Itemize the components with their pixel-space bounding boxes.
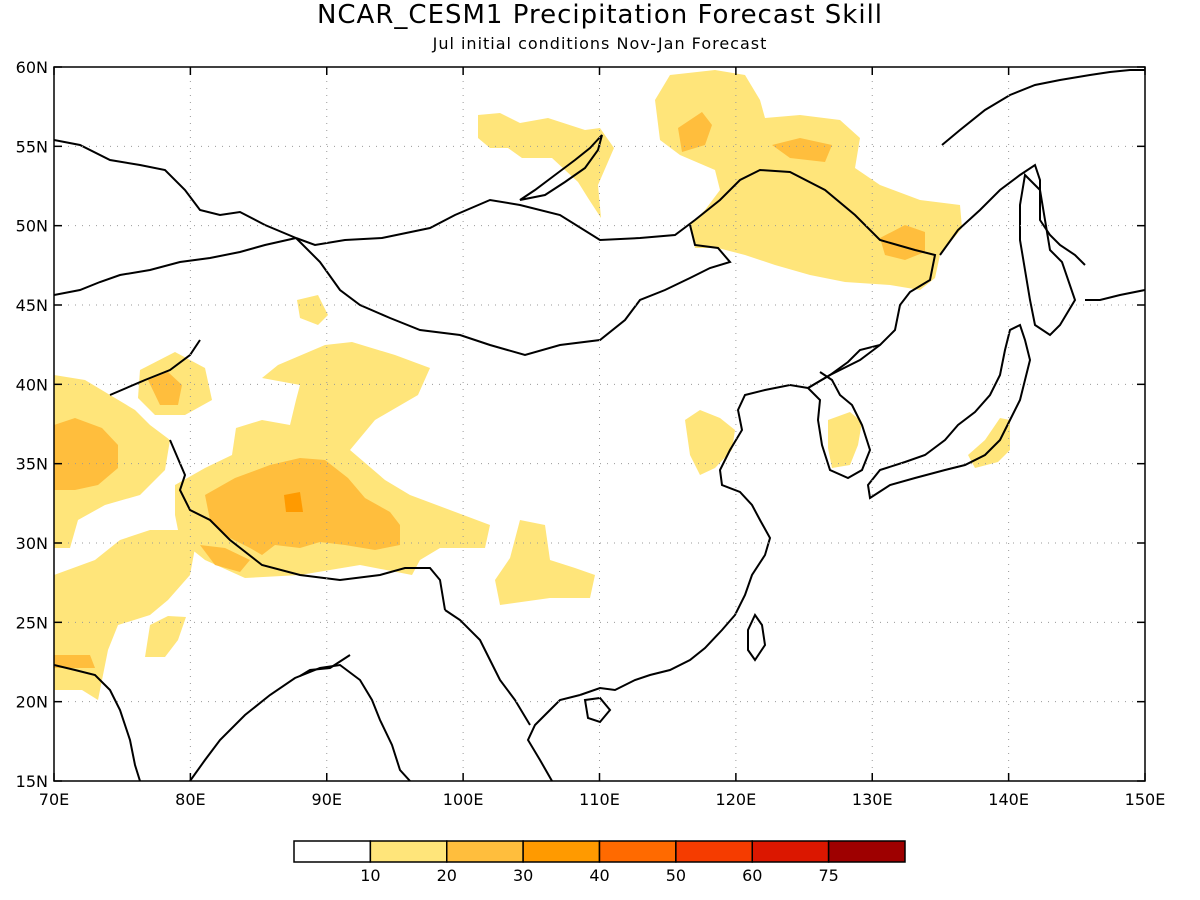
- colorbar-label: 30: [513, 866, 533, 885]
- skill-30-40-regions: [284, 492, 303, 512]
- map-gridlines: [54, 67, 1145, 781]
- colorbar-label: 60: [742, 866, 762, 885]
- korea-east-border: [807, 344, 881, 389]
- okhotsk-coast: [941, 69, 1145, 146]
- skill-20-30-northeast-2: [772, 138, 832, 162]
- colorbar-swatch: [675, 840, 753, 863]
- shading-north: [478, 113, 614, 218]
- pakistan-border: [109, 339, 201, 396]
- lat-axis: 60N 55N 50N 45N 40N 35N 30N 25N 20N 15N: [16, 58, 1145, 791]
- taiwan-island: [747, 613, 767, 662]
- russia-coast: [939, 163, 1086, 266]
- lon-axis: 70E 80E 90E 100E 110E 120E 130E 140E 150E: [39, 67, 1166, 809]
- shading-sichuan: [495, 520, 595, 605]
- indochina-coast: [526, 694, 581, 781]
- shading-mid: [297, 295, 328, 325]
- colorbar: 10 20 30 40 50 60 75: [293, 840, 906, 885]
- lon-tick-label: 90E: [312, 790, 342, 809]
- india-coast: [54, 664, 141, 781]
- lat-tick-label: 60N: [16, 58, 48, 77]
- colorbar-swatch: [446, 840, 524, 863]
- lon-tick-label: 110E: [579, 790, 620, 809]
- lat-tick-label: 35N: [16, 455, 48, 474]
- shading-korea: [828, 412, 862, 468]
- lon-tick-label: 80E: [175, 790, 205, 809]
- kamchatka-coast: [1085, 289, 1145, 301]
- shading-northeast: [655, 70, 962, 290]
- coastlines: [54, 69, 1145, 781]
- lat-tick-label: 50N: [16, 217, 48, 236]
- colorbar-label: 40: [589, 866, 609, 885]
- lon-tick-label: 130E: [852, 790, 893, 809]
- skill-20-30-tibet: [205, 458, 400, 555]
- colorbar-swatch: [827, 840, 906, 863]
- china-border: [295, 168, 937, 389]
- southeast-asia-border: [444, 609, 531, 726]
- lon-tick-label: 100E: [443, 790, 484, 809]
- sakhalin-coast: [1019, 172, 1077, 337]
- lat-tick-label: 40N: [16, 375, 48, 394]
- myanmar-border: [299, 654, 351, 677]
- lat-tick-label: 45N: [16, 296, 48, 315]
- kazakh-north: [54, 139, 297, 239]
- skill-20-30-himalaya: [200, 545, 250, 572]
- bay-of-bengal: [189, 663, 411, 781]
- skill-20-30-west: [54, 418, 118, 490]
- skill-20-30-regions: [54, 112, 925, 668]
- shading-shandong: [685, 410, 735, 475]
- colorbar-swatch: [598, 840, 677, 863]
- shading-india-spot: [145, 616, 186, 657]
- hainan-island: [583, 696, 612, 724]
- lon-tick-label: 150E: [1125, 790, 1166, 809]
- japan-coast: [866, 323, 1032, 500]
- colorbar-swatch: [293, 840, 372, 863]
- shading-india-west: [54, 530, 195, 700]
- skill-20-30-west-spot: [148, 372, 182, 405]
- central-asia: [54, 237, 297, 296]
- lat-tick-label: 25N: [16, 613, 48, 632]
- lon-tick-label: 120E: [716, 790, 757, 809]
- lon-tick-label: 70E: [39, 790, 69, 809]
- baikal: [519, 134, 603, 201]
- shading-japan: [968, 418, 1010, 468]
- skill-20-30-northeast-3: [880, 225, 925, 260]
- skill-10-20-regions: [54, 70, 1010, 700]
- colorbar-swatch: [369, 840, 448, 863]
- korea-coast: [807, 371, 872, 480]
- map-title: NCAR_CESM1 Precipitation Forecast Skill: [316, 0, 884, 30]
- colorbar-label: 20: [437, 866, 457, 885]
- china-east-coast: [579, 383, 809, 696]
- colorbar-label: 75: [818, 866, 838, 885]
- mongolia-border: [295, 224, 732, 357]
- colorbar-label: 10: [360, 866, 380, 885]
- lat-tick-label: 30N: [16, 534, 48, 553]
- skill-30-40-tibet: [284, 492, 303, 512]
- lat-tick-label: 20N: [16, 693, 48, 712]
- colorbar-label: 50: [666, 866, 686, 885]
- colorbar-swatch: [522, 840, 601, 863]
- lat-tick-label: 15N: [16, 772, 48, 791]
- skill-20-30-india: [54, 655, 95, 668]
- lon-tick-label: 140E: [988, 790, 1029, 809]
- skill-20-30-northeast-1: [678, 112, 712, 152]
- colorbar-swatch: [751, 840, 830, 863]
- himalaya-border: [169, 439, 446, 611]
- skill-shading: [54, 70, 1010, 700]
- map-subtitle: Jul initial conditions Nov-Jan Forecast: [432, 34, 768, 53]
- lat-tick-label: 55N: [16, 137, 48, 156]
